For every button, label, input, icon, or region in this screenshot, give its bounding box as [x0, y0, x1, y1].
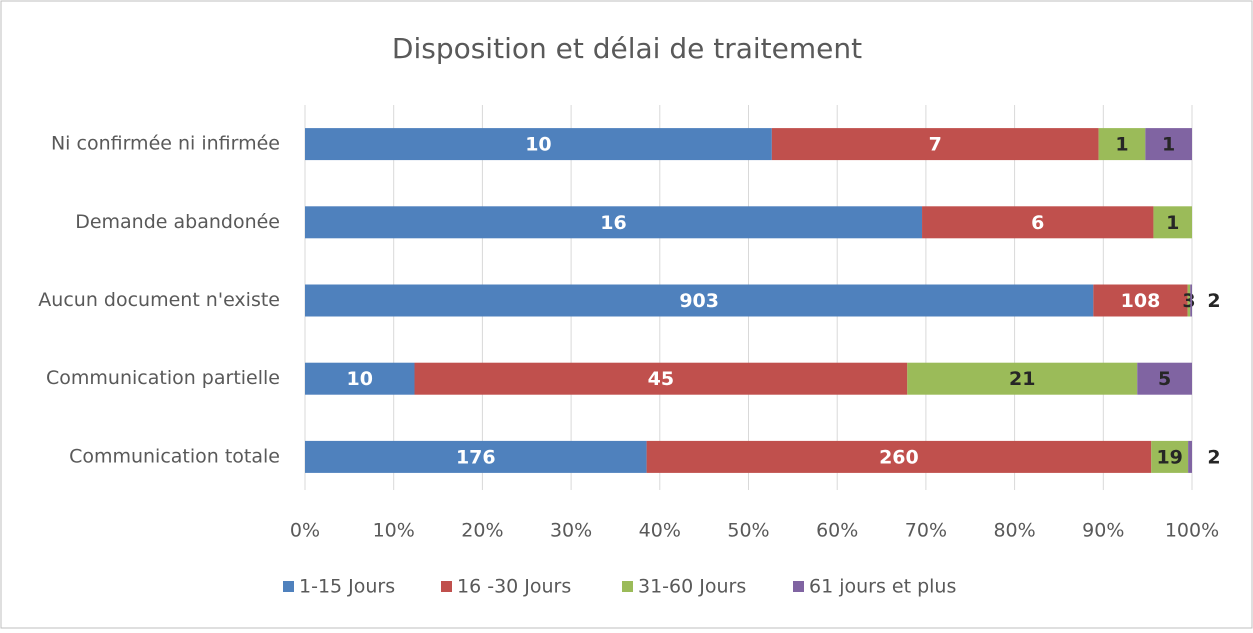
data-label: 3 [1182, 290, 1195, 312]
bar-segment [305, 128, 772, 161]
bar-segment [1188, 440, 1192, 473]
data-label: 21 [1009, 368, 1035, 390]
data-label: 10 [525, 134, 551, 156]
bar-segment [1137, 362, 1192, 395]
legend-swatch [283, 581, 294, 592]
x-tick-label: 60% [816, 520, 858, 542]
legend-label: 16 -30 Jours [457, 576, 571, 598]
y-tick-label: Communication partielle [46, 367, 280, 389]
y-tick-label: Ni confirmée ni infirmée [51, 133, 280, 155]
x-tick-label: 20% [461, 520, 503, 542]
chart-title: Disposition et délai de traitement [392, 32, 862, 65]
bar-segment [1098, 128, 1146, 161]
x-tick-label: 50% [727, 520, 769, 542]
bar-segment [305, 440, 647, 473]
x-tick-label: 70% [905, 520, 947, 542]
bar-segment [907, 362, 1138, 395]
bar-segment [1187, 284, 1191, 317]
data-label: 5 [1158, 368, 1171, 390]
x-tick-label: 10% [373, 520, 415, 542]
bar-segment [1153, 206, 1192, 239]
bar-segment [771, 128, 1099, 161]
data-label: 7 [929, 134, 942, 156]
y-tick-label: Communication totale [69, 445, 280, 467]
bar-segment [1190, 284, 1192, 317]
bar-segment [305, 284, 1094, 317]
data-label: 45 [648, 368, 674, 390]
data-label: 1 [1166, 212, 1179, 234]
data-label: 19 [1156, 446, 1182, 468]
data-label: 108 [1121, 290, 1161, 312]
legend-label: 61 jours et plus [809, 576, 956, 598]
bar-segment [1145, 128, 1192, 161]
bar-segment [922, 206, 1154, 239]
data-label: 176 [456, 446, 496, 468]
y-tick-label: Demande abandonée [75, 211, 280, 233]
data-label: 2 [1207, 446, 1220, 468]
x-tick-label: 80% [993, 520, 1035, 542]
bar-segment [305, 206, 923, 239]
data-label: 16 [600, 212, 626, 234]
legend-label: 31-60 Jours [638, 576, 746, 598]
x-tick-label: 30% [550, 520, 592, 542]
bar-segment [414, 362, 908, 395]
x-tick-label: 90% [1082, 520, 1124, 542]
bar-segment [1093, 284, 1188, 317]
bar-segment [305, 362, 415, 395]
data-label: 10 [347, 368, 373, 390]
data-label: 1 [1162, 134, 1175, 156]
bar-segment [1151, 440, 1189, 473]
data-label: 260 [879, 446, 919, 468]
legend-swatch [622, 581, 633, 592]
data-label: 2 [1207, 290, 1220, 312]
data-label: 6 [1031, 212, 1044, 234]
x-tick-label: 0% [290, 520, 320, 542]
y-tick-label: Aucun document n'existe [38, 289, 280, 311]
data-label: 1 [1115, 134, 1128, 156]
legend-swatch [441, 581, 452, 592]
data-label: 903 [679, 290, 719, 312]
x-tick-label: 100% [1165, 520, 1219, 542]
bar-segment [646, 440, 1152, 473]
x-tick-label: 40% [639, 520, 681, 542]
legend-swatch [793, 581, 804, 592]
legend-label: 1-15 Jours [299, 576, 395, 598]
